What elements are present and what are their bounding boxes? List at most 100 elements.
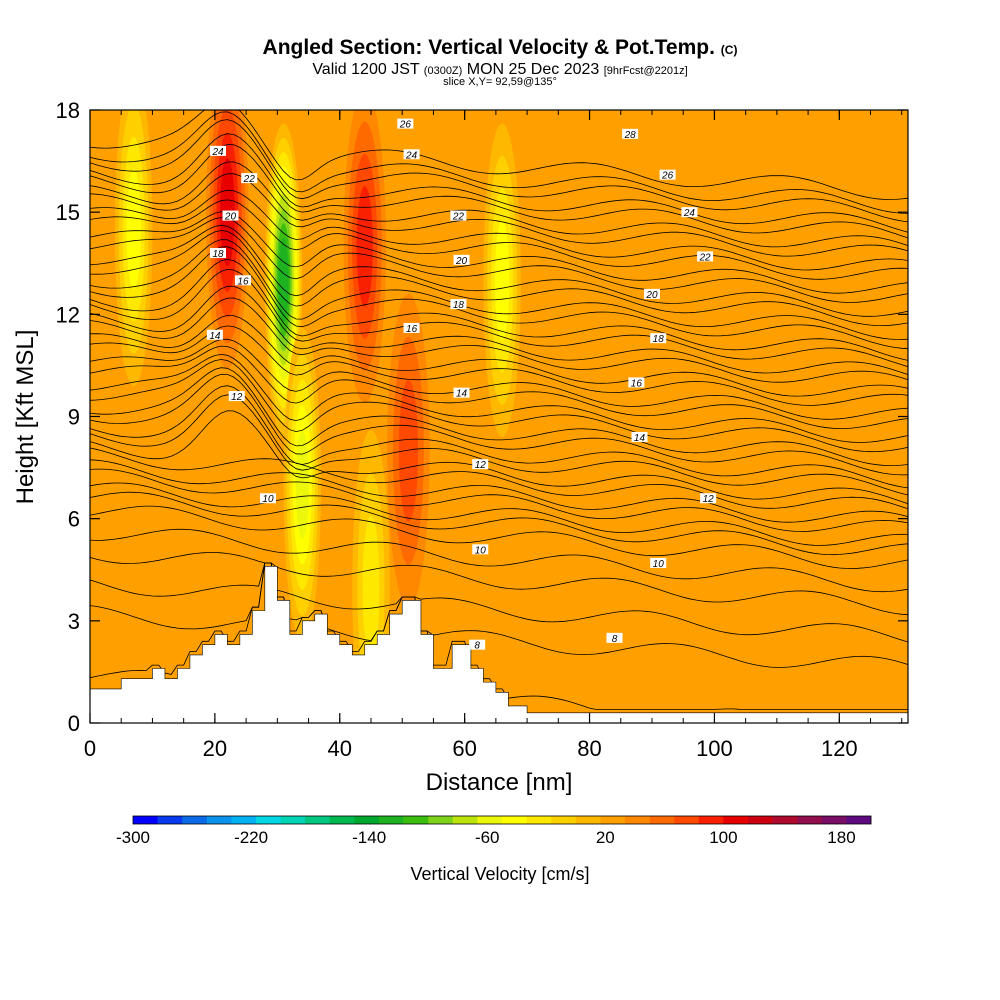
colorbar-swatch-2: [182, 816, 208, 824]
colorbar-tick-6: 180: [827, 828, 855, 847]
contour-label-10: 22: [450, 210, 467, 223]
contour-label-text: 16: [237, 276, 249, 287]
contour-label-5: 14: [206, 329, 223, 342]
contour-label-text: 16: [406, 324, 418, 335]
contour-label-13: 16: [403, 322, 420, 335]
contour-label-text: 18: [653, 334, 665, 345]
contour-label-bg: [234, 275, 251, 286]
contour-label-14: 14: [453, 387, 470, 400]
contour-label-22: 20: [643, 288, 660, 301]
colorbar-swatch-22: [674, 816, 700, 824]
velocity-band-7: [362, 515, 380, 658]
title-unit: (C): [720, 43, 738, 57]
valid-time: Valid 1200 JST (0300Z) MON 25 Dec 2023 […: [0, 61, 1000, 79]
colorbar-swatch-3: [206, 816, 232, 824]
x-tick-label-0: 0: [84, 736, 96, 761]
contour-label-bg: [241, 173, 258, 184]
contour-label-3: 18: [210, 248, 227, 260]
contour-label-text: 12: [703, 494, 715, 505]
x-axis-label: Distance [nm]: [426, 769, 573, 796]
contour-label-bg: [472, 544, 489, 555]
colorbar-swatch-20: [625, 816, 650, 824]
contour-label-bg: [450, 299, 467, 310]
contour-label-bg: [222, 210, 239, 221]
contour-label-text: 18: [212, 249, 224, 260]
contour-label-bg: [453, 387, 470, 398]
contour-label-17: 8: [469, 639, 486, 652]
isentrope-27: [90, 239, 908, 340]
contour-label-bg: [650, 557, 667, 568]
colorbar-swatch-9: [354, 816, 380, 824]
x-tick-label-2: 40: [328, 736, 352, 761]
isentrope-33: [90, 189, 908, 271]
isentrope-8: [90, 468, 908, 532]
contour-label-text: 26: [661, 171, 674, 182]
contour-label-bg: [210, 248, 227, 259]
velocity-band-2: [278, 237, 289, 323]
colorbar-swatch-16: [526, 816, 552, 824]
contour-label-text: 16: [631, 378, 643, 389]
contour-label-11: 20: [453, 254, 470, 267]
colorbar-swatch-19: [600, 816, 626, 824]
colorbar-swatch-10: [379, 816, 404, 824]
colorbar-swatch-17: [551, 816, 577, 824]
colorbar-tick-3: -60: [475, 828, 500, 847]
valid-zulu: (0300Z): [423, 65, 463, 77]
colorbar-swatch-25: [748, 816, 773, 824]
contour-label-text: 20: [455, 256, 468, 267]
contour-label-19: 26: [659, 169, 676, 182]
contour-label-bg: [697, 251, 714, 262]
contour-label-25: 14: [631, 431, 648, 444]
contour-label-26: 12: [700, 493, 717, 505]
contour-label-bg: [631, 431, 648, 442]
isentrope-3: [90, 552, 908, 616]
isentrope-contours: [90, 110, 908, 710]
colorbar-swatch-29: [846, 816, 872, 824]
contour-label-27: 10: [650, 557, 667, 570]
plot-area: 24 22 20 18 16 14 12 10 26 24 22 20 18 16 14 12 10 8 28 26 2…: [90, 110, 908, 723]
contour-label-bg: [469, 639, 486, 650]
contour-label-text: 10: [653, 559, 665, 570]
contour-label-28: 8: [606, 632, 623, 645]
x-tick-label-6: 120: [821, 736, 858, 761]
contour-label-text: 22: [452, 212, 465, 223]
colorbar-swatch-24: [723, 816, 749, 824]
contour-label-text: 10: [262, 494, 274, 505]
isentrope-9: [90, 459, 908, 523]
isentrope-39: [90, 111, 908, 214]
isentrope-32: [90, 199, 908, 280]
isentrope-15: [90, 367, 908, 467]
y-tick-label-3: 9: [68, 405, 80, 430]
contour-label-12: 18: [450, 299, 467, 311]
colorbar-swatch-1: [157, 816, 183, 824]
isentrope-35: [90, 161, 908, 248]
isentrope-17: [90, 353, 908, 443]
contour-label-2: 20: [222, 210, 239, 223]
colorbar-frame: [132, 815, 872, 825]
terrain: [90, 566, 908, 723]
y-tick-label-1: 3: [68, 609, 80, 634]
isentrope-28: [90, 230, 908, 327]
contour-label-bg: [403, 322, 420, 333]
isentrope-37: [90, 133, 908, 233]
colorbar: -300 -220 -140 -60 20 100 180: [116, 815, 872, 847]
colorbar-swatch-12: [428, 816, 454, 824]
colorbar-swatch-4: [231, 816, 257, 824]
isentrope-26: [90, 246, 908, 350]
axes: 0 20 40 60 80 100 120 0 3 6 9 12 15 18: [56, 98, 908, 761]
contour-label-text: 14: [209, 331, 221, 342]
contour-label-text: 18: [453, 300, 465, 311]
isentrope-36: [90, 144, 908, 239]
x-tick-label-4: 80: [577, 736, 601, 761]
x-tick-label-1: 20: [203, 736, 227, 761]
contour-label-text: 14: [456, 389, 468, 400]
contour-label-bg: [650, 333, 667, 344]
isentrope-20: [90, 325, 908, 406]
isentrope-7: [90, 482, 908, 546]
contour-label-text: 22: [243, 174, 256, 185]
contour-label-text: 12: [231, 392, 243, 403]
isentrope-23: [90, 285, 908, 375]
colorbar-swatch-23: [698, 816, 724, 824]
isentrope-5: [90, 505, 908, 570]
colorbar-tick-0: -300: [116, 828, 150, 847]
